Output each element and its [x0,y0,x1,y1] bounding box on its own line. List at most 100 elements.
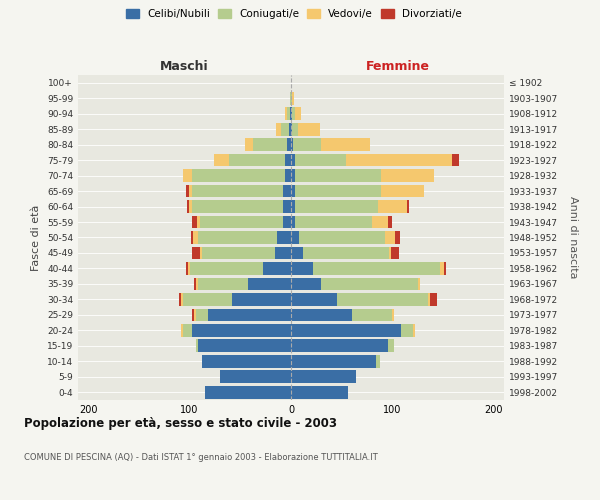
Bar [194,278,196,290]
Bar [285,169,291,182]
Bar [245,138,253,151]
Bar [291,154,295,166]
Bar [197,231,277,244]
Bar [291,278,322,290]
Bar [291,246,303,260]
Bar [188,184,191,198]
Bar [196,278,197,290]
Bar [444,262,446,275]
Bar [291,108,292,120]
Bar [293,138,322,151]
Text: Femmine: Femmine [365,60,430,72]
Bar [185,262,188,275]
Bar [179,293,181,306]
Legend: Celibi/Nubili, Coniugati/e, Vedovi/e, Divorziati/e: Celibi/Nubili, Coniugati/e, Vedovi/e, Di… [122,5,466,24]
Bar [292,92,294,104]
Text: Popolazione per età, sesso e stato civile - 2003: Popolazione per età, sesso e stato civil… [24,418,337,430]
Bar [291,262,313,275]
Bar [202,246,275,260]
Bar [191,169,285,182]
Bar [188,262,190,275]
Bar [376,355,380,368]
Bar [202,355,291,368]
Bar [430,293,437,306]
Text: COMUNE DI PESCINA (AQ) - Dati ISTAT 1° gennaio 2003 - Elaborazione TUTTITALIA.IT: COMUNE DI PESCINA (AQ) - Dati ISTAT 1° g… [24,452,378,462]
Bar [299,231,385,244]
Bar [200,216,283,228]
Bar [197,340,291,352]
Bar [277,231,291,244]
Bar [229,154,285,166]
Bar [291,216,295,228]
Bar [395,231,400,244]
Bar [285,108,287,120]
Bar [283,216,291,228]
Bar [322,278,418,290]
Bar [346,154,452,166]
Bar [291,340,388,352]
Bar [303,246,389,260]
Bar [287,108,290,120]
Bar [281,123,289,136]
Text: Maschi: Maschi [160,60,209,72]
Bar [381,184,424,198]
Bar [291,169,295,182]
Bar [283,184,291,198]
Bar [381,169,434,182]
Bar [197,216,200,228]
Bar [290,92,291,104]
Bar [194,308,196,321]
Bar [378,200,407,213]
Bar [291,92,292,104]
Bar [298,123,320,136]
Bar [388,340,394,352]
Bar [392,308,394,321]
Bar [248,278,291,290]
Bar [181,324,184,336]
Bar [289,123,291,136]
Bar [197,278,248,290]
Bar [291,231,299,244]
Bar [188,200,191,213]
Bar [452,154,460,166]
Bar [295,216,372,228]
Bar [187,200,188,213]
Bar [193,231,197,244]
Bar [418,278,420,290]
Bar [181,293,184,306]
Bar [428,293,430,306]
Bar [295,154,346,166]
Bar [191,308,194,321]
Bar [291,123,292,136]
Bar [276,123,281,136]
Bar [291,138,293,151]
Bar [214,154,229,166]
Bar [295,200,378,213]
Bar [191,200,283,213]
Bar [352,308,392,321]
Bar [285,154,291,166]
Bar [232,293,291,306]
Bar [191,231,193,244]
Bar [184,293,232,306]
Bar [291,355,376,368]
Bar [208,308,291,321]
Bar [313,262,440,275]
Bar [407,200,409,213]
Bar [205,386,291,398]
Bar [287,138,291,151]
Bar [292,123,298,136]
Bar [401,324,413,336]
Bar [191,184,283,198]
Bar [191,246,200,260]
Y-axis label: Fasce di età: Fasce di età [31,204,41,270]
Bar [196,308,208,321]
Bar [275,246,291,260]
Bar [413,324,415,336]
Bar [200,246,202,260]
Bar [391,246,398,260]
Bar [372,216,388,228]
Bar [295,108,301,120]
Y-axis label: Anni di nascita: Anni di nascita [568,196,578,279]
Bar [291,200,295,213]
